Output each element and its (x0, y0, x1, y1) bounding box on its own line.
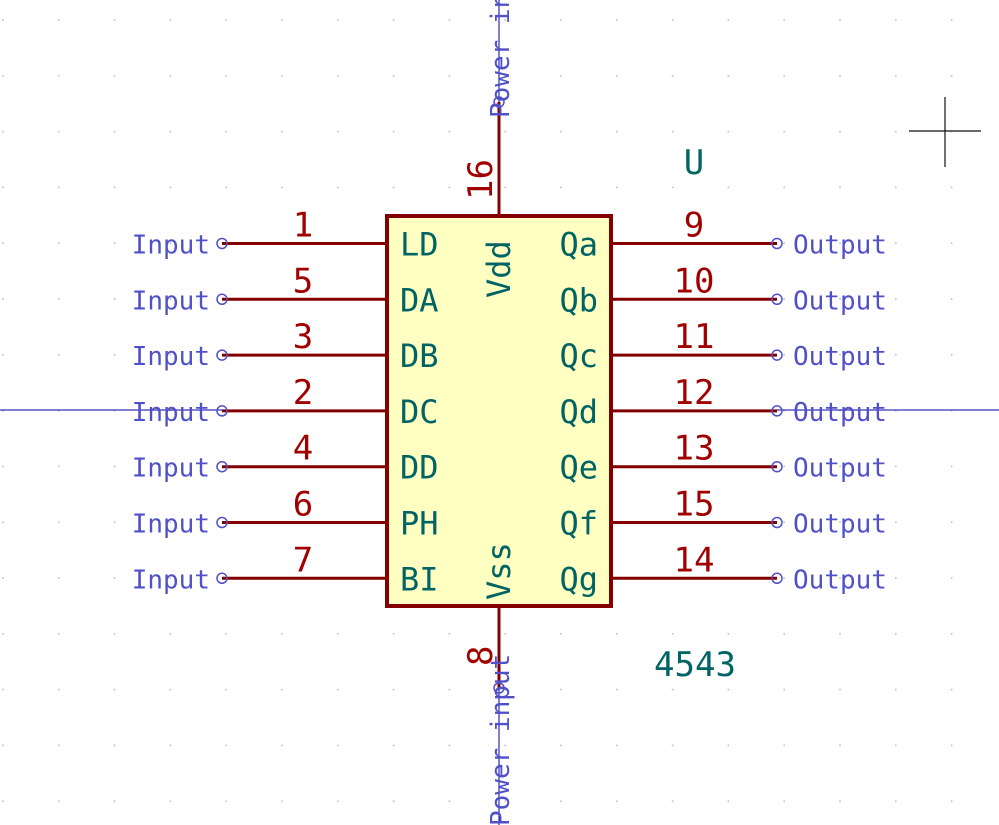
pin-name-left: DC (400, 393, 439, 431)
electrical-type-right: Output (793, 454, 887, 484)
pin-endpoint-left (216, 572, 228, 585)
pin-endpoint-bottom (493, 682, 505, 694)
cursor-crosshair (909, 97, 981, 167)
pin-number-left: 6 (293, 485, 313, 525)
pin-endpoint-top (493, 96, 505, 108)
pin-endpoint-right (771, 460, 783, 473)
electrical-type-bottom: Power input (486, 654, 516, 825)
pin-name-right: Qb (559, 281, 598, 319)
electrical-type-right: Output (793, 342, 887, 372)
electrical-type-left: Input (132, 286, 210, 316)
pin-endpoint-right (771, 293, 783, 306)
electrical-type-right: Output (793, 231, 887, 261)
pin-number-left: 3 (293, 317, 313, 357)
pin-number-left: 1 (293, 206, 313, 246)
pin-endpoint-left (216, 237, 228, 250)
electrical-type-right: Output (793, 398, 887, 428)
pin-number-right: 10 (674, 261, 715, 301)
pin-name-left: DD (400, 449, 439, 487)
electrical-type-left: Input (132, 231, 210, 261)
pin-endpoint-right (771, 405, 783, 417)
pin-endpoint-right (771, 516, 783, 529)
pin-endpoint-left (216, 349, 228, 361)
pin-name-right: Qd (559, 393, 598, 431)
pin-endpoint-left (216, 460, 228, 473)
pin-name-left: DB (400, 337, 439, 375)
pin-endpoint-right (771, 237, 783, 250)
electrical-type-left: Input (132, 342, 210, 372)
pin-number-left: 5 (293, 261, 313, 301)
pin-name-left: PH (400, 505, 439, 543)
pin-number-left: 7 (293, 540, 313, 580)
pin-number-top: 16 (461, 159, 501, 200)
electrical-type-left: Input (132, 565, 210, 595)
pin-name-right: Qf (559, 505, 598, 543)
pin-number-right: 12 (674, 373, 715, 413)
electrical-type-right: Output (793, 565, 887, 595)
pin-number-right: 13 (674, 429, 715, 469)
pin-number-bottom: 8 (461, 646, 501, 666)
pin-name-right: Qa (559, 226, 598, 264)
electrical-type-right: Output (793, 510, 887, 540)
electrical-type-top: Power input (486, 0, 516, 118)
pin-name-right: Qg (559, 560, 598, 598)
pin-number-right: 9 (684, 206, 704, 246)
pin-name-bottom: Vss (480, 542, 518, 600)
electrical-type-left: Input (132, 510, 210, 540)
pin-name-right: Qe (559, 449, 598, 487)
pin-number-right: 14 (674, 540, 715, 580)
component-value[interactable]: 4543 (654, 645, 736, 685)
pin-number-right: 15 (674, 485, 715, 525)
pin-name-left: DA (400, 281, 439, 319)
electrical-type-left: Input (132, 454, 210, 484)
pin-endpoint-right (771, 572, 783, 585)
pin-endpoint-right (771, 349, 783, 361)
pin-number-left: 2 (293, 373, 313, 413)
pin-name-right: Qc (559, 337, 598, 375)
pins-layer (216, 96, 783, 694)
pin-name-top: Vdd (480, 240, 518, 298)
pin-name-left: LD (400, 226, 439, 264)
pin-endpoint-left (216, 293, 228, 306)
reference-designator[interactable]: U (684, 143, 704, 183)
pin-endpoint-left (216, 405, 228, 417)
pin-name-left: BI (400, 560, 439, 598)
pin-number-right: 11 (674, 317, 715, 357)
pin-endpoint-left (216, 516, 228, 529)
labels-layer: 1 LD Input 5 DA Input 3 DB Input 2 DC Input 4 DD Input… (132, 206, 887, 599)
electrical-type-right: Output (793, 286, 887, 316)
pin-number-left: 4 (293, 429, 313, 469)
component-body[interactable] (385, 214, 613, 608)
electrical-type-left: Input (132, 398, 210, 428)
